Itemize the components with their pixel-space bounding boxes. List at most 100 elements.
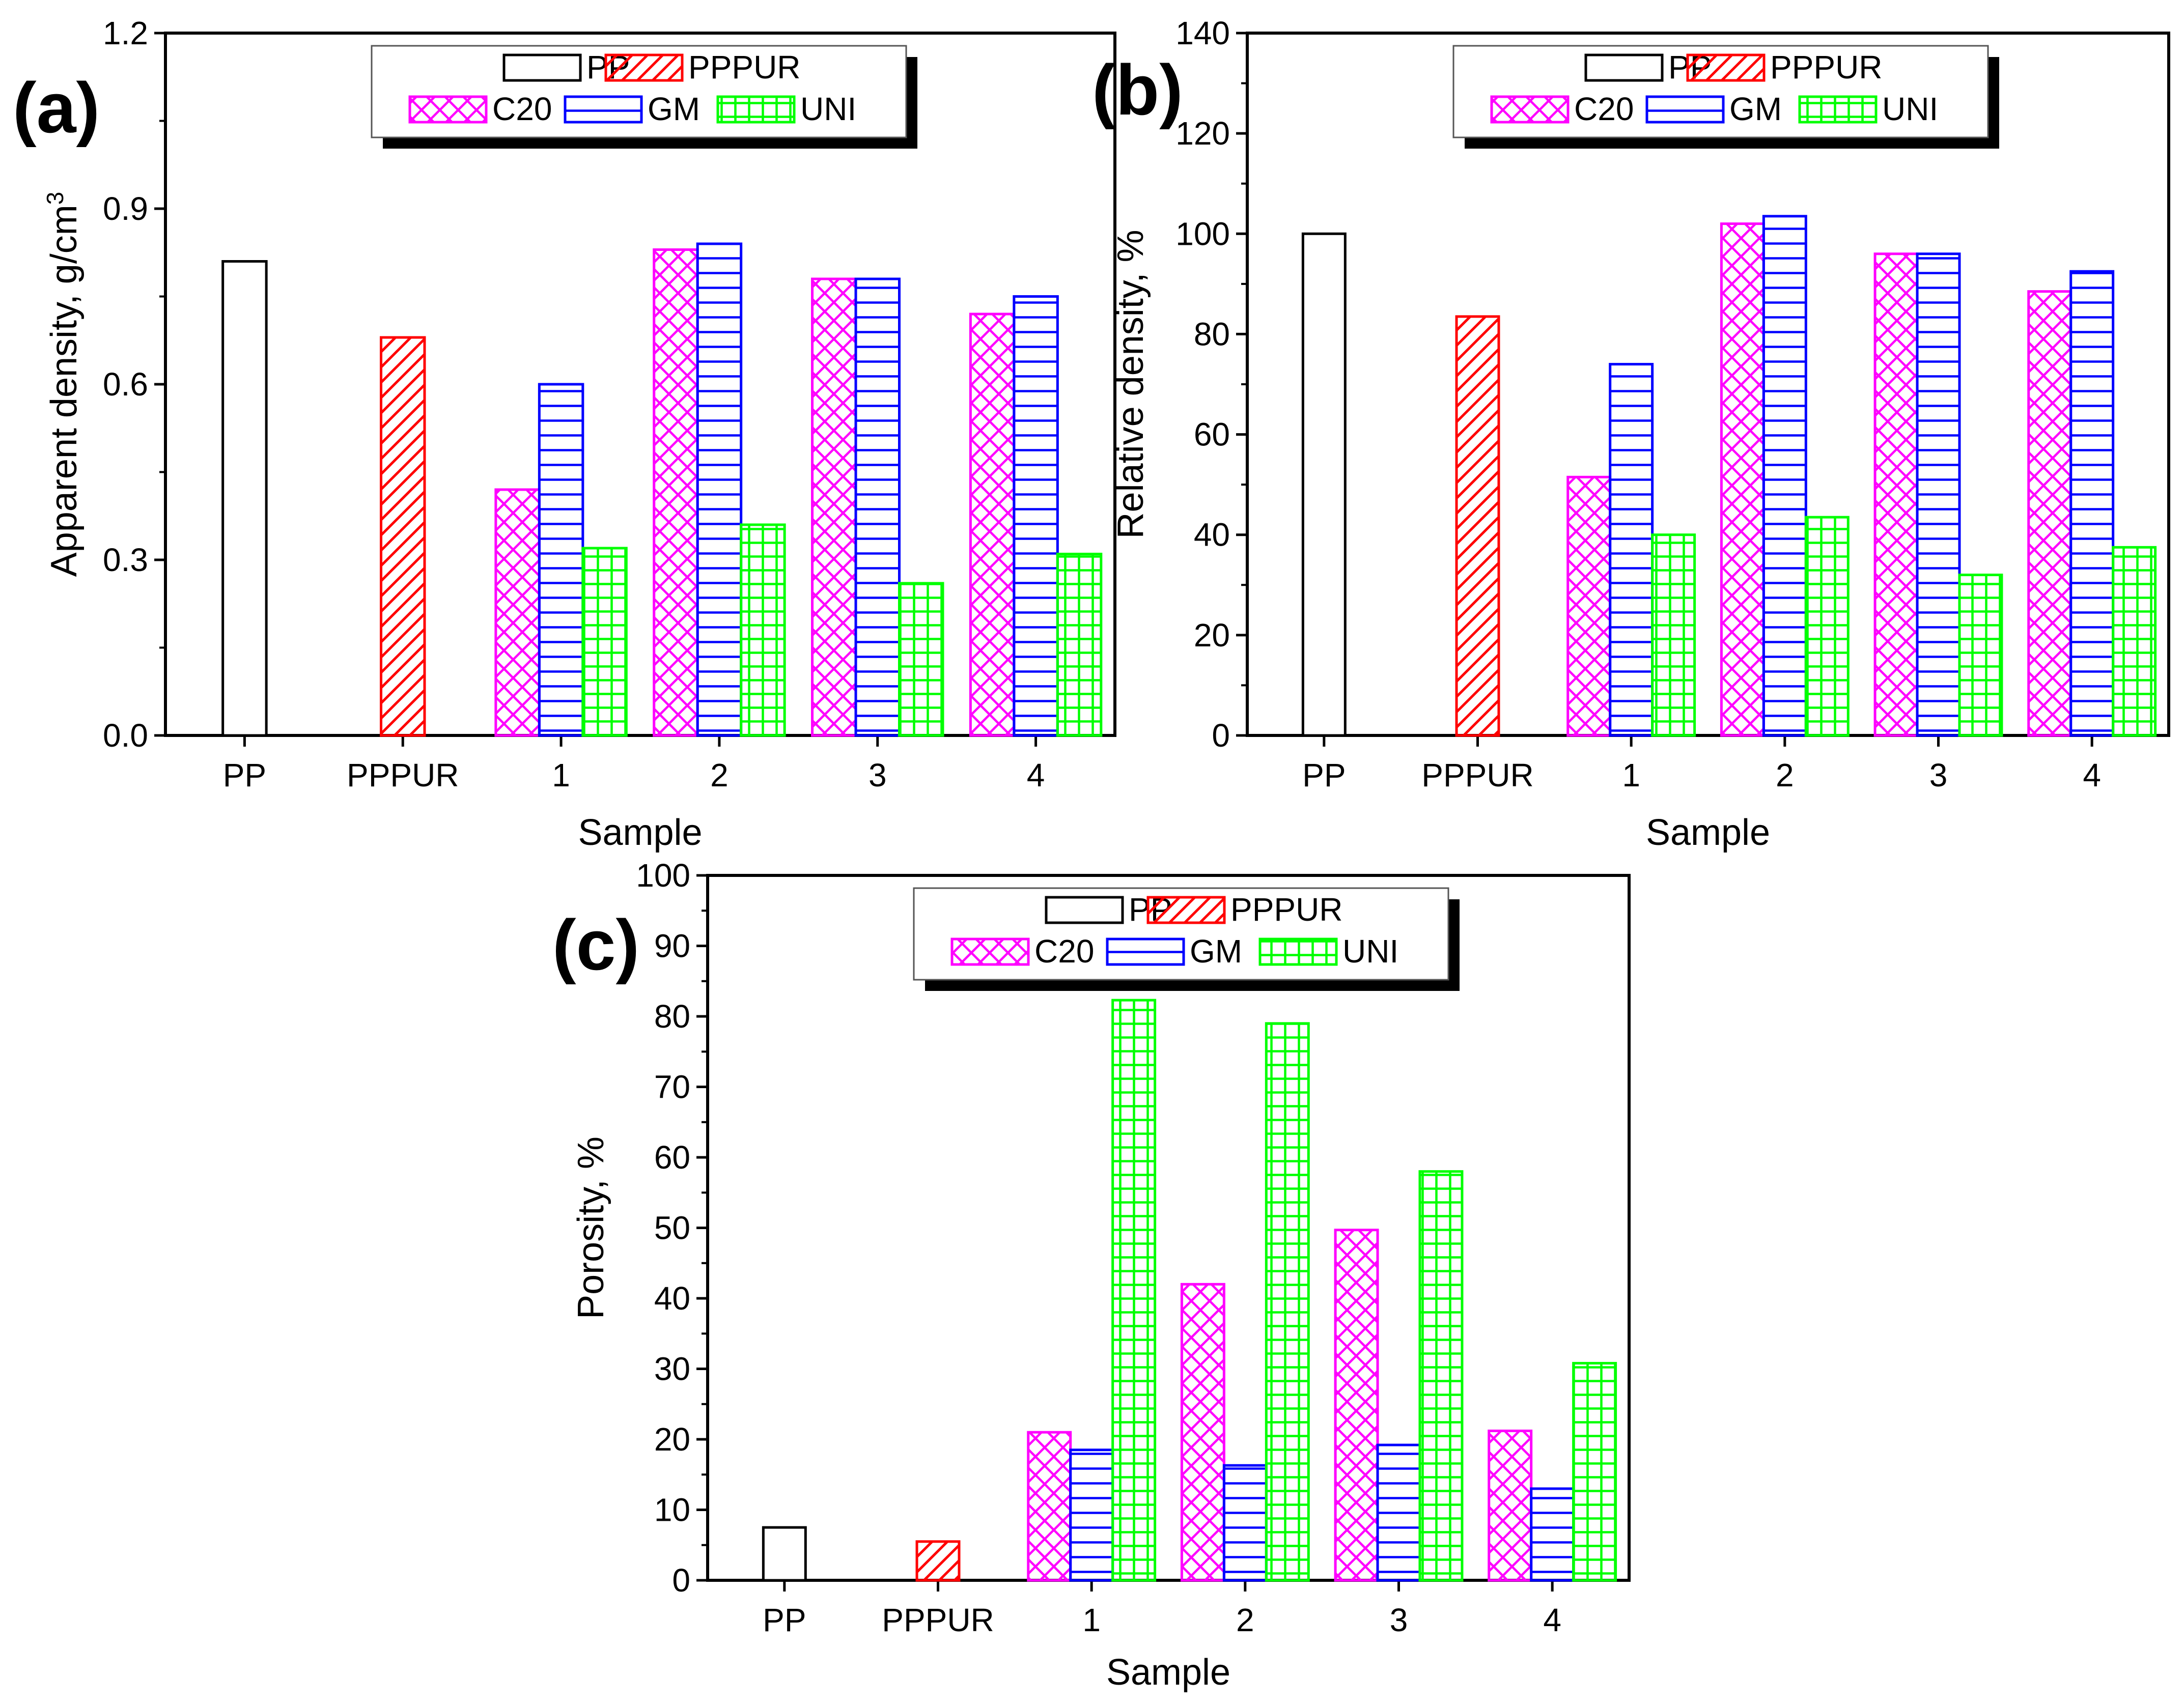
bar-pp-pp — [762, 1526, 807, 1582]
bar-uni-1 — [1111, 999, 1157, 1582]
bar-gm-1 — [1609, 363, 1654, 737]
y-tick-label: 60 — [654, 1139, 690, 1176]
bar-pppur-pppur — [1455, 315, 1500, 737]
bar-c20-2 — [1720, 222, 1765, 737]
bar-pppur-pppur — [380, 336, 426, 737]
y-tick-label: 0 — [1212, 717, 1230, 754]
legend-swatch-uni — [1798, 95, 1878, 124]
y-tick-label: 140 — [1175, 15, 1230, 51]
bar-uni-3 — [1418, 1170, 1464, 1582]
x-tick-label-pppur: PPPUR — [347, 757, 459, 793]
bar-c20-1 — [1027, 1431, 1072, 1582]
bar-gm-1 — [1069, 1448, 1114, 1582]
bar-gm-4 — [1013, 295, 1059, 737]
bar-uni-2 — [1265, 1022, 1310, 1582]
legend-swatch-pp — [1584, 53, 1664, 82]
bar-uni-4 — [1572, 1361, 1617, 1582]
x-tick-label-3: 3 — [869, 757, 887, 793]
x-axis-title: Sample — [1646, 812, 1770, 853]
y-tick-label: 50 — [654, 1210, 690, 1246]
x-tick-label-4: 4 — [1543, 1602, 1561, 1638]
bar-uni-3 — [898, 582, 944, 737]
bar-uni-4 — [1056, 553, 1103, 737]
y-tick-label: 80 — [654, 998, 690, 1035]
x-tick-label-3: 3 — [1390, 1602, 1408, 1638]
y-tick-label: 100 — [1175, 215, 1230, 252]
bar-pp-pp — [221, 260, 268, 737]
legend-label-c20: C20 — [1574, 91, 1634, 127]
bar-uni-3 — [1958, 574, 2003, 737]
bar-gm-3 — [1916, 252, 1961, 737]
legend-swatch-pp — [502, 53, 582, 82]
y-tick-label: 1.2 — [103, 15, 148, 51]
y-tick-label: 60 — [1194, 416, 1230, 453]
bar-gm-1 — [538, 383, 584, 737]
bar-gm-4 — [2069, 270, 2115, 737]
legend-swatch-pppur — [1146, 896, 1226, 924]
legend-label-c20: C20 — [1034, 933, 1094, 970]
y-tick-label: 0 — [672, 1562, 690, 1599]
legend-label-uni: UNI — [1882, 91, 1938, 127]
x-tick-label-2: 2 — [710, 757, 729, 793]
y-tick-label: 80 — [1194, 316, 1230, 352]
x-axis-title: Sample — [1106, 1652, 1230, 1693]
plot-frame — [706, 874, 1631, 1582]
legend-swatch-gm — [564, 95, 643, 124]
legend-swatch-gm — [1645, 95, 1725, 124]
y-tick-label: 0.6 — [103, 366, 148, 403]
legend-label-uni: UNI — [1342, 933, 1398, 970]
y-axis-title: Apparent density, g/cm3 — [42, 192, 85, 577]
y-axis-title-superscript: 3 — [42, 192, 68, 205]
x-tick-label-pppur: PPPUR — [882, 1602, 994, 1638]
x-tick-label-pp: PP — [223, 757, 266, 793]
bar-gm-4 — [1530, 1487, 1575, 1582]
y-tick-label: 70 — [654, 1069, 690, 1105]
plot-frame — [1246, 32, 2170, 737]
y-axis-title: Relative density, % — [1110, 230, 1151, 539]
x-tick-label-1: 1 — [1082, 1602, 1101, 1638]
legend-label-pppur: PPPUR — [1230, 891, 1343, 928]
x-tick-label-2: 2 — [1236, 1602, 1254, 1638]
bar-uni-1 — [581, 547, 628, 737]
y-tick-label: 20 — [654, 1421, 690, 1458]
bar-c20-4 — [1488, 1429, 1533, 1582]
x-tick-label-pppur: PPPUR — [1421, 757, 1534, 793]
panel-label: (b) — [1092, 50, 1183, 130]
legend-swatch-pppur — [1686, 53, 1766, 82]
x-tick-label-3: 3 — [1929, 757, 1948, 793]
y-tick-label: 40 — [1194, 517, 1230, 553]
y-tick-label: 0.9 — [103, 190, 148, 227]
y-tick-label: 30 — [654, 1351, 690, 1387]
y-tick-label: 0.0 — [103, 717, 148, 754]
bar-gm-3 — [854, 277, 901, 737]
bar-uni-2 — [1804, 516, 1850, 737]
bar-uni-2 — [740, 523, 786, 737]
bar-c20-3 — [1873, 252, 1919, 737]
chart-panel-a: 0.0 0.3 0.6 0.9 1.2 PP PPPUR 1 2 3 4 Sample Apparent… — [13, 15, 1116, 853]
bar-c20-4 — [969, 312, 1016, 737]
legend-swatch-pp — [1045, 896, 1124, 924]
bar-gm-2 — [1222, 1464, 1268, 1582]
legend-label-uni: UNI — [800, 91, 856, 127]
chart-panel-b: 0 20 40 60 80 100 120 140 PP PPPUR 1 2 3 4 Sample Relat… — [1092, 15, 2170, 853]
legend-swatch-gm — [1106, 937, 1185, 966]
panel-label: (a) — [13, 68, 100, 148]
bar-c20-3 — [1334, 1229, 1379, 1582]
bar-c20-2 — [1180, 1283, 1225, 1582]
bar-pppur-pppur — [915, 1540, 961, 1582]
legend-label-gm: GM — [1190, 933, 1242, 970]
chart-panel-c: 0 10 20 30 40 50 60 70 80 90 100 PP PPPUR 1 2 3 4 Sample P… — [552, 857, 1631, 1693]
legend-label-c20: C20 — [492, 91, 552, 127]
x-tick-label-4: 4 — [1027, 757, 1045, 793]
legend-swatch-uni — [716, 95, 796, 124]
bar-c20-3 — [811, 277, 857, 737]
x-axis-title: Sample — [578, 812, 702, 853]
y-axis-title: Porosity, % — [571, 1136, 611, 1319]
y-tick-label: 20 — [1194, 617, 1230, 653]
bar-c20-4 — [2027, 290, 2073, 737]
y-tick-label: 40 — [654, 1280, 690, 1317]
y-tick-label: 100 — [636, 857, 690, 894]
y-tick-label: 90 — [654, 928, 690, 964]
bar-uni-4 — [2112, 546, 2157, 737]
